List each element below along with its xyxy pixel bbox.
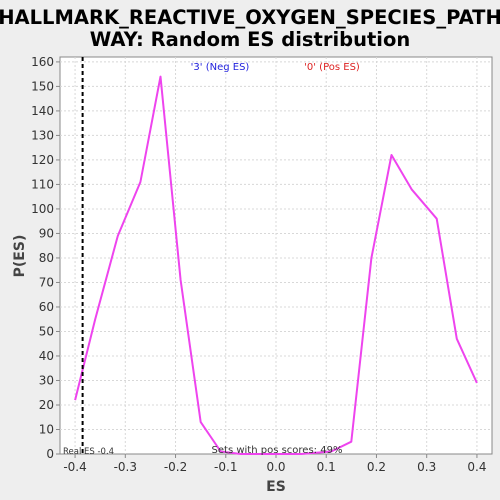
series-line xyxy=(74,75,478,455)
y-axis-ticks: 0 10 20 30 40 50 60 70 80 90 100 110 120 130 140 150 160 xyxy=(31,55,60,461)
y-tick-label: 80 xyxy=(39,251,54,265)
y-tick-label: 130 xyxy=(31,128,54,142)
y-tick-label: 60 xyxy=(39,300,54,314)
x-tick-label: -0.1 xyxy=(214,460,237,474)
y-tick-label: 70 xyxy=(39,275,54,289)
y-tick-label: 40 xyxy=(39,349,54,363)
y-tick-label: 0 xyxy=(46,447,54,461)
x-tick-label: 0.4 xyxy=(467,460,486,474)
neg-es-label: '3' (Neg ES) xyxy=(191,62,250,73)
y-tick-label: 30 xyxy=(39,373,54,387)
y-tick-label: 140 xyxy=(31,104,54,118)
grid-lines xyxy=(60,57,492,454)
y-tick-label: 160 xyxy=(31,55,54,69)
series-layer xyxy=(74,75,478,455)
pos-es-label: '0' (Pos ES) xyxy=(304,62,360,73)
y-tick-label: 20 xyxy=(39,398,54,412)
real-es-label: Real ES -0.4 xyxy=(63,447,114,457)
y-tick-label: 90 xyxy=(39,226,54,240)
chart-title-line2: WAY: Random ES distribution xyxy=(90,28,411,51)
pos-scores-label: Sets with pos scores: 49% xyxy=(212,445,343,456)
plot-area xyxy=(59,56,493,455)
x-axis-label: ES xyxy=(266,479,286,495)
y-tick-label: 10 xyxy=(39,422,54,436)
chart-title-line1: HALLMARK_REACTIVE_OXYGEN_SPECIES_PATH xyxy=(0,6,500,29)
y-tick-label: 150 xyxy=(31,79,54,93)
y-tick-label: 100 xyxy=(31,202,54,216)
y-tick-label: 50 xyxy=(39,324,54,338)
x-tick-label: 0.3 xyxy=(417,460,436,474)
x-tick-label: 0.1 xyxy=(317,460,336,474)
y-tick-label: 120 xyxy=(31,153,54,167)
x-tick-label: -0.2 xyxy=(164,460,187,474)
x-axis-ticks: -0.4 -0.3 -0.2 -0.1 0.0 0.1 0.2 0.3 0.4 xyxy=(63,454,486,474)
x-tick-label: 0.2 xyxy=(367,460,386,474)
y-tick-label: 110 xyxy=(31,177,54,191)
x-tick-label: -0.4 xyxy=(63,460,86,474)
x-tick-label: 0.0 xyxy=(266,460,285,474)
y-axis-label: P(ES) xyxy=(12,235,28,278)
x-tick-label: -0.3 xyxy=(114,460,137,474)
